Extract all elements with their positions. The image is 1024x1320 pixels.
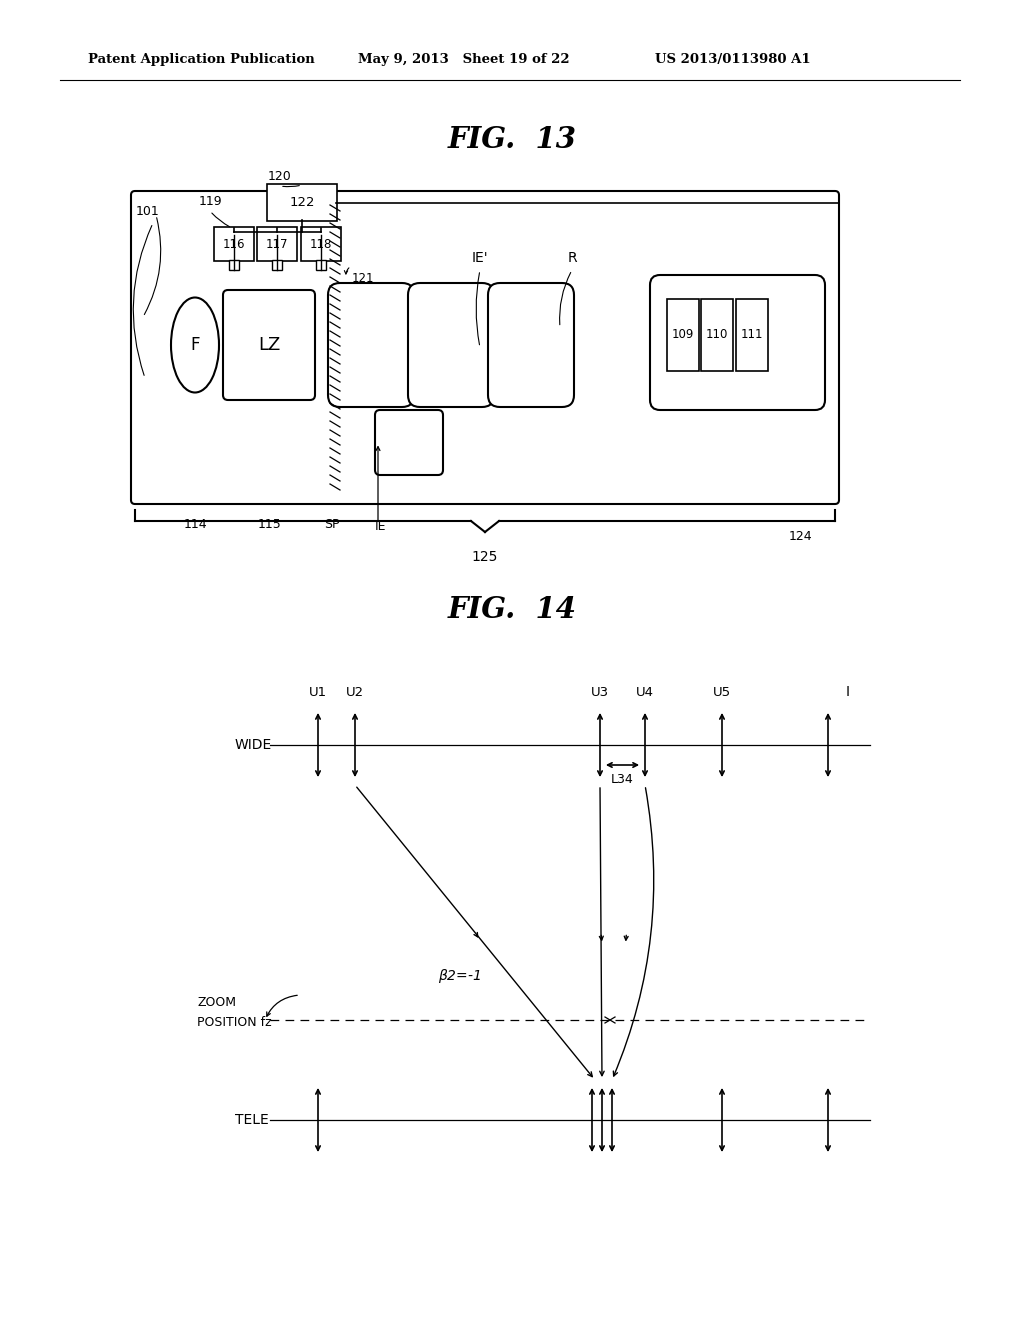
FancyBboxPatch shape <box>375 411 443 475</box>
Text: 111: 111 <box>740 329 763 342</box>
FancyBboxPatch shape <box>257 227 297 261</box>
Text: Patent Application Publication: Patent Application Publication <box>88 53 314 66</box>
FancyBboxPatch shape <box>223 290 315 400</box>
Text: 114: 114 <box>183 517 207 531</box>
FancyBboxPatch shape <box>267 183 337 220</box>
FancyBboxPatch shape <box>131 191 839 504</box>
Text: 117: 117 <box>266 238 288 251</box>
Ellipse shape <box>171 297 219 392</box>
Text: U4: U4 <box>636 686 654 700</box>
FancyBboxPatch shape <box>701 300 733 371</box>
Text: SP: SP <box>325 517 340 531</box>
Text: U3: U3 <box>591 686 609 700</box>
Text: U2: U2 <box>346 686 365 700</box>
Text: 119: 119 <box>199 195 222 209</box>
Text: May 9, 2013   Sheet 19 of 22: May 9, 2013 Sheet 19 of 22 <box>358 53 569 66</box>
Text: US 2013/0113980 A1: US 2013/0113980 A1 <box>655 53 811 66</box>
Text: 115: 115 <box>258 517 282 531</box>
Text: ZOOM: ZOOM <box>197 995 236 1008</box>
FancyBboxPatch shape <box>488 282 574 407</box>
FancyBboxPatch shape <box>667 300 699 371</box>
Text: LZ: LZ <box>258 337 281 354</box>
FancyBboxPatch shape <box>650 275 825 411</box>
FancyBboxPatch shape <box>301 227 341 261</box>
Text: 116: 116 <box>223 238 246 251</box>
Text: I: I <box>846 685 850 700</box>
Text: 110: 110 <box>706 329 728 342</box>
Text: 120: 120 <box>268 170 292 183</box>
Text: U1: U1 <box>309 686 327 700</box>
Text: FIG.  14: FIG. 14 <box>447 595 577 624</box>
FancyBboxPatch shape <box>214 227 254 261</box>
Text: FIG.  13: FIG. 13 <box>447 125 577 154</box>
Text: 118: 118 <box>310 238 332 251</box>
FancyBboxPatch shape <box>736 300 768 371</box>
Text: 121: 121 <box>352 272 375 285</box>
Bar <box>272 260 282 271</box>
Text: U5: U5 <box>713 686 731 700</box>
Text: $\beta$2=-1: $\beta$2=-1 <box>438 968 481 985</box>
Text: L34: L34 <box>611 774 634 785</box>
Text: 122: 122 <box>289 195 314 209</box>
Text: R: R <box>567 251 577 265</box>
Text: IE: IE <box>374 520 386 533</box>
Text: TELE: TELE <box>234 1113 268 1127</box>
Text: POSITION fz: POSITION fz <box>197 1015 271 1028</box>
Text: 101: 101 <box>136 205 160 218</box>
Text: F: F <box>190 337 200 354</box>
FancyBboxPatch shape <box>328 282 414 407</box>
Text: WIDE: WIDE <box>234 738 272 752</box>
Text: 125: 125 <box>472 550 499 564</box>
FancyBboxPatch shape <box>408 282 494 407</box>
Text: 124: 124 <box>788 531 812 543</box>
Bar <box>229 260 239 271</box>
Bar <box>316 260 326 271</box>
Text: 109: 109 <box>672 329 694 342</box>
Text: IE': IE' <box>472 251 488 265</box>
